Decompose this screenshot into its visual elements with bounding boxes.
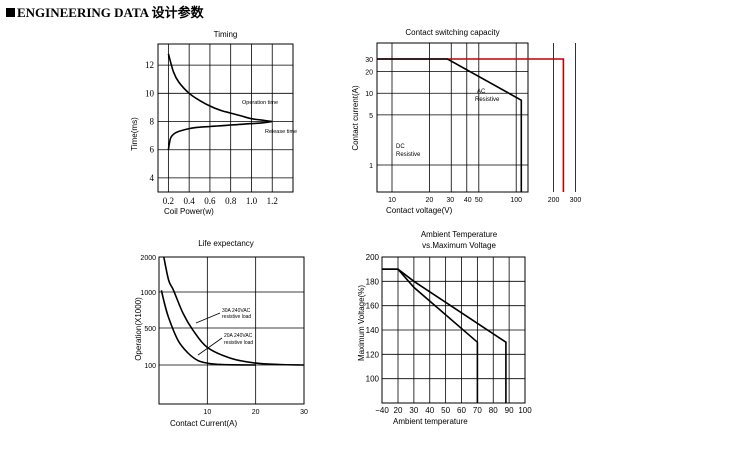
x-tick-label: 90 [505,406,514,415]
series-line [167,120,273,150]
chart-life-expectancy: Life expectancy 10 20 30 100 500 1000 2000 30A 2… [134,239,308,428]
x-tick-label: 10 [388,197,396,204]
x-axis-label: Coil Power(w) [164,207,214,216]
x-tick-label: 0.8 [225,196,237,206]
annotation-leader [195,312,221,324]
x-tick-label: 20 [394,406,403,415]
y-tick-label: 6 [150,145,155,155]
x-tick-label: 20 [252,409,260,416]
y-tick-label: 5 [369,113,373,120]
y-tick-label: 120 [366,350,380,359]
x-tick-label: −40 [375,406,389,415]
y-tick-label: 1 [369,163,373,170]
y-tick-label: 2000 [140,255,156,262]
x-axis-label: Contact Current(A) [170,419,237,428]
plot-frame [158,256,305,405]
plot-frame [157,43,294,193]
annotation-leader [197,337,223,356]
y-axis-label: Operation(X1000) [134,297,143,361]
annotation-label: AC [477,89,486,95]
annotation-label: Release time [265,129,297,135]
annotation-label: DC [396,144,405,150]
x-tick-label: 0.4 [184,196,196,206]
series-line [382,268,507,403]
x-tick-label: 100 [510,197,522,204]
x-tick-label: 1.2 [267,196,278,206]
tick-labels: 0.2 0.4 0.6 0.8 1.0 1.2 4 6 8 10 12 [145,60,278,206]
x-tick-label: 50 [441,406,450,415]
series-line [376,58,565,192]
x-tick-label: 10 [203,409,211,416]
chart-subtitle: vs.Maximum Voltage [422,241,496,250]
x-tick-label: 200 [548,197,560,204]
y-tick-label: 500 [144,326,156,333]
annotation-label: resistive load [224,340,253,346]
x-tick-label: 80 [489,406,498,415]
y-tick-label: 12 [145,60,154,70]
series-line [167,53,273,123]
annotation-label: Resistive [475,97,500,103]
series-line [160,290,256,366]
y-axis-label: Contact current(A) [351,85,360,151]
y-tick-label: 30 [365,57,373,64]
x-tick-label: 30 [300,409,308,416]
x-tick-label: 20 [425,197,433,204]
chart-timing: Timing 0.2 0.4 0.6 0.8 1.0 1.2 4 6 8 10 12 Operation… [130,30,297,216]
annotation-label: 20A 240VAC [224,333,253,339]
series-line [163,256,305,366]
annotation-label: resistive load [222,314,251,320]
page-title-text: ENGINEERING DATA 设计参数 [17,5,204,20]
x-tick-label: 300 [570,197,582,204]
x-axis-label: Contact voltage(V) [386,206,453,215]
y-tick-label: 200 [366,253,380,262]
x-axis-label: Ambient temperature [393,417,468,426]
x-tick-label: 60 [457,406,466,415]
square-bullet-icon [6,8,15,17]
x-tick-label: 30 [446,197,454,204]
x-tick-label: 1.0 [246,196,258,206]
x-tick-label: 0.2 [163,196,174,206]
chart-title: Ambient Temperature [421,230,498,239]
y-axis-label: Time(ms) [130,117,139,151]
y-tick-label: 140 [366,326,380,335]
plot-frame [376,42,529,193]
x-tick-label: 50 [475,197,483,204]
y-tick-label: 10 [365,91,373,98]
x-tick-label: 100 [518,406,532,415]
x-tick-label: 70 [473,406,482,415]
y-tick-label: 4 [150,173,155,183]
y-tick-label: 100 [366,375,380,384]
chart-contact-capacity: Contact switching capacity 10 20 30 40 50 100 2… [351,28,581,215]
y-tick-label: 180 [366,277,380,286]
x-tick-label: 0.6 [204,196,216,206]
chart-title: Timing [214,30,238,39]
x-tick-label: 40 [464,197,472,204]
x-tick-label: 30 [409,406,418,415]
series-line [376,58,523,192]
annotation-label: 30A 240VAC [222,308,251,314]
y-tick-label: 10 [145,88,155,98]
page-title: ENGINEERING DATA 设计参数 [6,2,204,21]
annotation-label: Resistive [396,152,421,158]
y-tick-label: 1000 [140,290,156,297]
y-tick-label: 100 [144,363,156,370]
y-tick-label: 160 [366,302,380,311]
y-tick-label: 20 [365,70,373,77]
chart-ambient-temperature: Ambient Temperature vs.Maximum Voltage −40… [357,230,532,426]
y-axis-label: Maximum Voltage(%) [357,285,366,361]
annotation-label: Operation time [242,100,278,106]
y-tick-label: 8 [150,117,155,127]
chart-title: Life expectancy [198,239,254,248]
chart-title: Contact switching capacity [405,28,499,37]
x-tick-label: 40 [425,406,434,415]
